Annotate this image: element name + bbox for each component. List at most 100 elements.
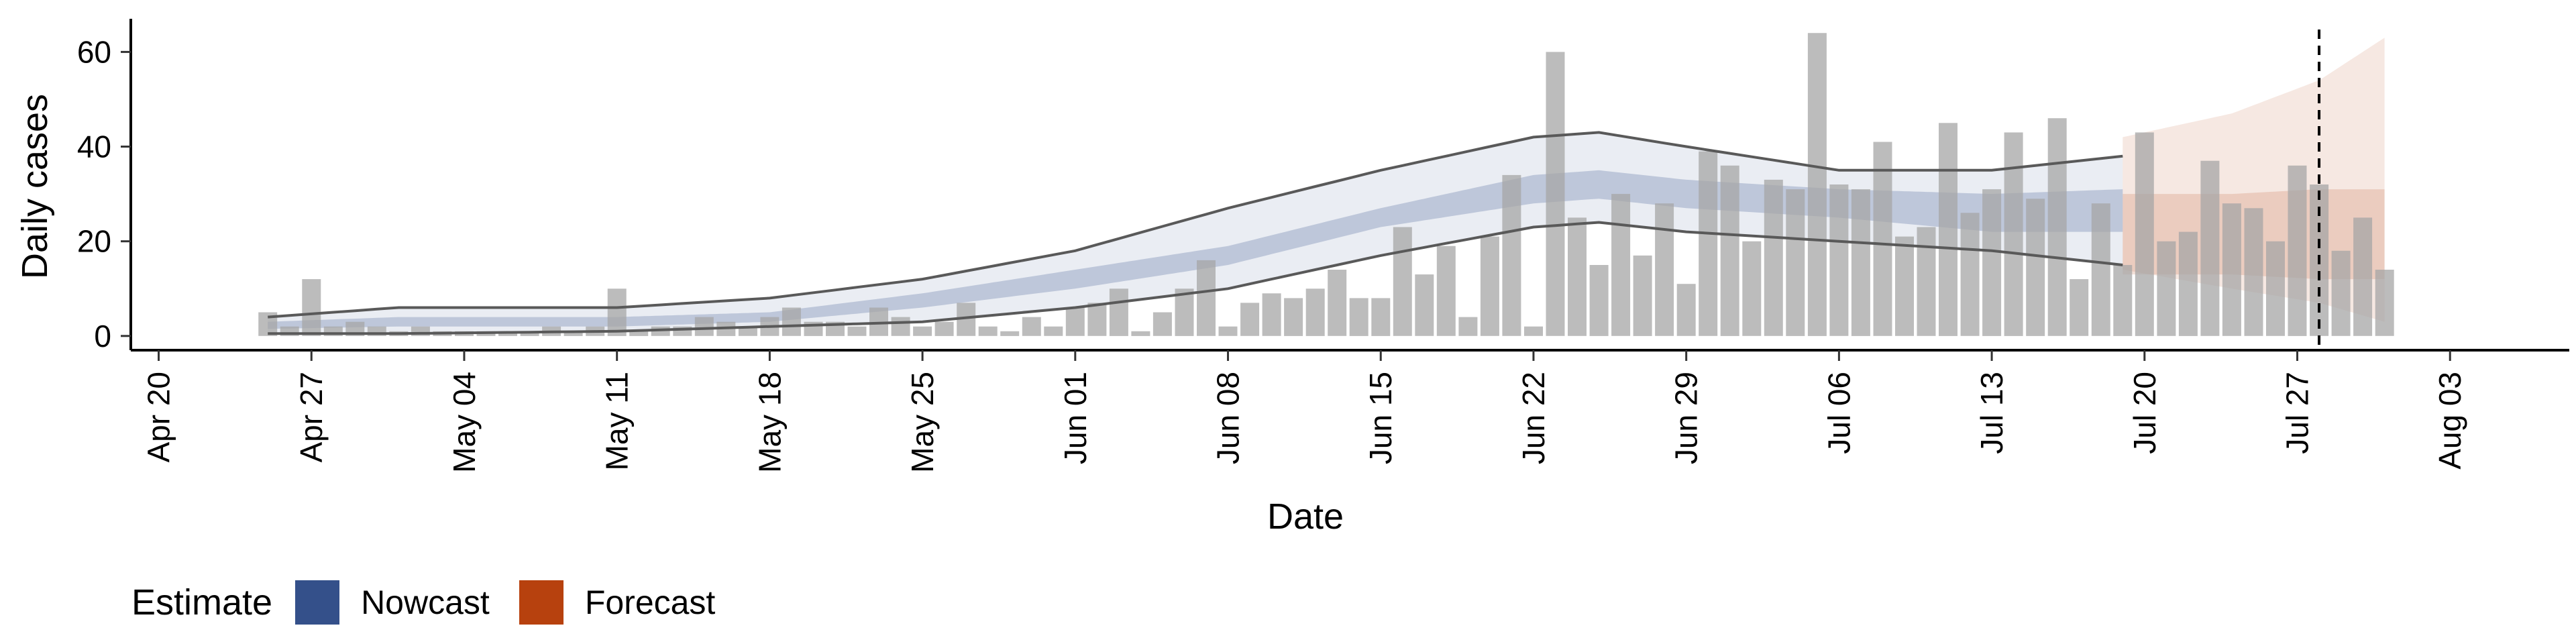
- bar-17: [629, 331, 649, 336]
- bar-43: [1197, 260, 1216, 336]
- x-tick-label-aug-03: Aug 03: [2432, 372, 2467, 470]
- legend-title: Estimate: [131, 582, 273, 623]
- bar-24: [782, 307, 801, 336]
- bar-34: [1000, 331, 1020, 336]
- bar-59: [1546, 52, 1565, 336]
- bar-51: [1371, 298, 1391, 336]
- bar-33: [978, 326, 998, 336]
- bar-29: [891, 317, 910, 336]
- bar-44: [1218, 326, 1238, 336]
- bar-68: [1742, 241, 1762, 336]
- x-tick-label-apr-20: Apr 20: [142, 372, 176, 463]
- bar-84: [2091, 203, 2110, 336]
- bar-91: [2244, 208, 2263, 336]
- x-tick-label-may-25: May 25: [905, 372, 940, 473]
- y-tick-label-60: 60: [77, 34, 111, 69]
- bar-20: [694, 317, 714, 336]
- y-tick-label-0: 0: [94, 319, 111, 354]
- legend-key-nowcast: [295, 580, 340, 625]
- bar-89: [2200, 160, 2220, 336]
- bar-71: [1807, 33, 1827, 336]
- x-axis-label: Date: [1267, 496, 1344, 537]
- bar-37: [1065, 307, 1085, 336]
- nowcast-interval-lines: [268, 131, 2123, 335]
- x-tick-label-may-04: May 04: [447, 372, 482, 473]
- bar-63: [1633, 255, 1652, 336]
- nowcast-bands: [268, 132, 2123, 334]
- bar-70: [1786, 189, 1805, 336]
- axes: [129, 19, 2569, 352]
- bar-72: [1829, 184, 1849, 336]
- bar-47: [1284, 298, 1303, 336]
- bar-65: [1676, 284, 1696, 336]
- bar-67: [1720, 165, 1739, 336]
- bar-31: [934, 321, 954, 336]
- bar-53: [1415, 274, 1434, 336]
- bar-46: [1262, 293, 1281, 336]
- bar-42: [1175, 288, 1194, 336]
- bar-40: [1131, 331, 1150, 336]
- bar-39: [1109, 288, 1128, 336]
- bar-27: [847, 326, 867, 336]
- bar-62: [1611, 194, 1631, 336]
- bar-75: [1895, 236, 1914, 336]
- bar-50: [1349, 298, 1368, 336]
- bar-2: [302, 279, 321, 336]
- bar-16: [607, 288, 627, 336]
- bar-57: [1502, 174, 1521, 336]
- bar-38: [1087, 303, 1107, 336]
- bar-14: [564, 331, 583, 336]
- bar-87: [2157, 241, 2176, 336]
- y-tick-label-40: 40: [77, 129, 111, 164]
- x-tick-label-jul-20: Jul 20: [2127, 372, 2162, 454]
- bar-49: [1328, 270, 1347, 336]
- legend-label-nowcast: Nowcast: [361, 584, 490, 621]
- x-tick-label-jun-29: Jun 29: [1669, 372, 1704, 464]
- legend: Estimate Nowcast Forecast: [131, 576, 745, 629]
- nowcast-upper-line: [268, 131, 2123, 319]
- bar-66: [1699, 151, 1718, 336]
- bar-36: [1044, 326, 1063, 336]
- bar-74: [1873, 142, 1892, 336]
- nowcast-band-90: [268, 132, 2123, 334]
- bar-79: [1982, 189, 2002, 336]
- bar-55: [1458, 317, 1478, 336]
- x-tick-label-jul-13: Jul 13: [1974, 372, 2009, 454]
- bar-97: [2375, 270, 2394, 336]
- bar-52: [1393, 227, 1412, 336]
- bar-88: [2178, 231, 2198, 336]
- bar-56: [1480, 236, 1499, 336]
- x-tick-label-apr-27: Apr 27: [294, 372, 329, 463]
- x-tick-label-jun-01: Jun 01: [1058, 372, 1093, 464]
- legend-label-forecast: Forecast: [584, 584, 716, 621]
- bar-64: [1655, 203, 1674, 336]
- y-tick-label-20: 20: [77, 224, 111, 259]
- bar-58: [1524, 326, 1543, 336]
- x-tick-label-jul-06: Jul 06: [1821, 372, 1856, 454]
- y-axis-ticks: 0 20 40 60: [77, 34, 131, 354]
- bar-83: [2070, 279, 2089, 336]
- x-tick-label-jun-15: Jun 15: [1363, 372, 1398, 464]
- bar-96: [2353, 217, 2373, 336]
- bar-48: [1305, 288, 1325, 336]
- x-tick-label-may-11: May 11: [600, 372, 635, 470]
- x-tick-label-may-18: May 18: [752, 372, 787, 473]
- bar-77: [1939, 123, 1957, 336]
- bar-54: [1436, 246, 1456, 336]
- y-axis-label: Daily cases: [15, 94, 55, 279]
- bar-78: [1960, 213, 1980, 336]
- bar-73: [1851, 189, 1870, 336]
- bars: [258, 33, 2394, 336]
- nowcast-lower-line: [268, 221, 2123, 335]
- bar-85: [2113, 265, 2133, 336]
- x-tick-label-jun-22: Jun 22: [1516, 372, 1551, 464]
- bar-60: [1568, 217, 1587, 336]
- bar-92: [2266, 241, 2285, 336]
- bar-35: [1022, 317, 1041, 336]
- bar-45: [1240, 303, 1260, 336]
- x-tick-label-jul-27: Jul 27: [2280, 372, 2315, 454]
- bar-41: [1152, 312, 1172, 336]
- bar-69: [1764, 179, 1783, 336]
- bar-61: [1589, 265, 1609, 336]
- x-axis-ticks: Apr 20 Apr 27 May 04 May 11 May 18 May 25 Jun …: [142, 350, 2467, 473]
